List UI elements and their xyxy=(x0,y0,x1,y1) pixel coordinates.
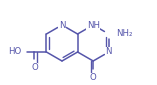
Text: HO: HO xyxy=(8,48,21,57)
Text: N: N xyxy=(59,20,65,29)
Text: NH: NH xyxy=(87,20,100,29)
Text: NH₂: NH₂ xyxy=(116,29,132,39)
Text: O: O xyxy=(31,63,38,72)
Text: O: O xyxy=(90,73,97,82)
Text: N: N xyxy=(106,48,112,57)
